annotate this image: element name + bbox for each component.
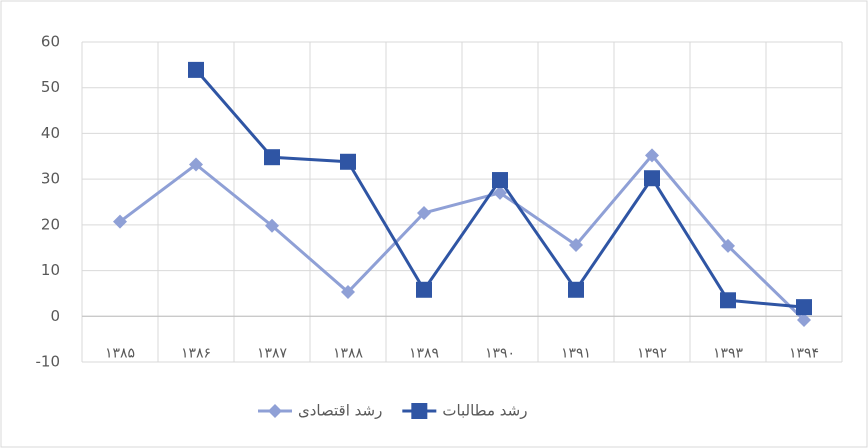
chart-border (1, 1, 867, 447)
x-tick-label: ۱۳۹۳ (713, 345, 744, 361)
x-tick-label: ۱۳۹۰ (485, 345, 515, 361)
data-point (188, 62, 204, 78)
legend-marker (411, 403, 427, 419)
y-tick-label: 30 (41, 170, 60, 188)
y-tick-label: 0 (50, 307, 60, 325)
y-tick-label: -10 (36, 353, 61, 371)
chart: -10 0 10 20 30 40 50 60 ۱۳۸۵ ۱۳۸۶ ۱۳۸۷ ۱۳۸۸ ۱۳۸۹ ۱۳۹۰… (0, 0, 868, 448)
data-point (644, 170, 660, 186)
x-tick-label: ۱۳۸۹ (409, 345, 439, 361)
data-point (720, 292, 736, 308)
data-point (568, 282, 584, 298)
data-point (340, 154, 356, 170)
data-point (492, 172, 508, 188)
y-tick-label: 20 (41, 215, 60, 233)
legend-label: رشد اقتصادی (298, 402, 382, 420)
y-tick-label: 60 (41, 33, 60, 51)
y-tick-label: 50 (41, 78, 60, 96)
x-tick-label: ۱۳۸۸ (333, 345, 364, 361)
x-tick-label: ۱۳۸۷ (257, 345, 288, 361)
x-tick-label: ۱۳۸۶ (181, 345, 211, 361)
y-tick-label: 40 (41, 124, 60, 142)
x-tick-label: ۱۳۹۴ (789, 345, 819, 361)
x-tick-label: ۱۳۸۵ (105, 345, 135, 361)
x-tick-label: ۱۳۹۱ (561, 345, 591, 361)
data-point (264, 149, 280, 165)
x-tick-label: ۱۳۹۲ (637, 345, 667, 361)
legend-label: رشد مطالبات (442, 402, 527, 420)
y-tick-label: 10 (41, 261, 60, 279)
data-point (416, 282, 432, 298)
data-point (796, 299, 812, 315)
